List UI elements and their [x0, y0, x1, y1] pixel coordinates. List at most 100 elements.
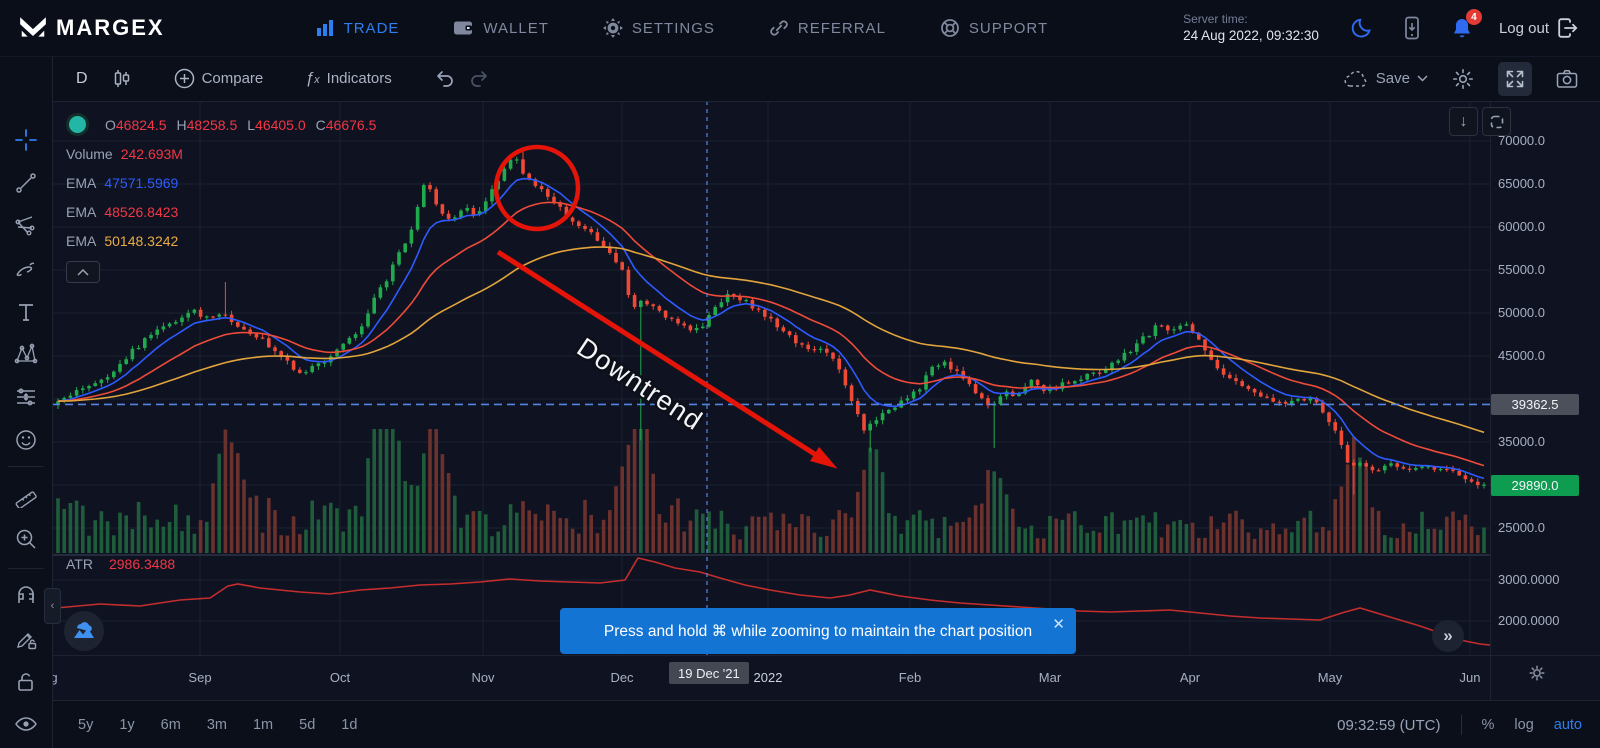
chart-settings-button[interactable]: [1446, 62, 1480, 96]
server-time-label: Server time:: [1183, 11, 1248, 26]
crosshair-icon: [15, 129, 37, 151]
symbol-row[interactable]: O46824.5 H48258.5 L46405.0 C46676.5: [66, 110, 386, 139]
zoom-hint-banner: Press and hold ⌘ while zooming to mainta…: [560, 608, 1076, 654]
toolbar-right: Save: [1343, 61, 1584, 96]
trend-line-icon: [16, 173, 36, 193]
indicators-label: Indicators: [326, 70, 392, 87]
collapse-toolbar-handle[interactable]: ‹: [44, 588, 61, 624]
nav-item-settings[interactable]: SETTINGS: [602, 18, 715, 38]
banner-close-button[interactable]: ✕: [1052, 616, 1065, 633]
level-lines[interactable]: [52, 101, 1490, 655]
notifications-button[interactable]: 4: [1449, 9, 1482, 41]
theme-toggle-button[interactable]: [1349, 15, 1375, 41]
ema-slow-label: EMA: [66, 232, 97, 249]
brush-tool[interactable]: [10, 253, 42, 285]
lock-all-tool[interactable]: [10, 666, 42, 698]
brush-icon: [16, 262, 35, 277]
range-1m-button[interactable]: 1m: [252, 717, 274, 733]
ema-mid-legend-row[interactable]: EMA 48526.8423: [66, 197, 386, 226]
nav-item-trade[interactable]: TRADE: [315, 19, 400, 37]
legend-collapse-button[interactable]: [66, 261, 100, 283]
volume-bars[interactable]: [56, 429, 1486, 553]
volume-legend-row[interactable]: Volume 242.693M: [66, 139, 386, 168]
pitchfork-tool[interactable]: [10, 210, 42, 242]
mobile-app-button[interactable]: [1399, 15, 1425, 41]
save-button[interactable]: Save: [1343, 70, 1428, 88]
notification-count-badge: 4: [1465, 9, 1482, 25]
ema-slow-value: 50148.3242: [104, 232, 179, 249]
range-3m-button[interactable]: 3m: [206, 717, 227, 733]
time-tick: 2022: [753, 670, 783, 685]
screenshot-button[interactable]: [1550, 62, 1584, 96]
ema-fast-legend-row[interactable]: EMA 47571.5969: [66, 168, 386, 197]
percent-scale-button[interactable]: %: [1481, 717, 1495, 733]
pattern-tool[interactable]: [10, 338, 42, 370]
server-time: Server time: 24 Aug 2022, 09:32:30: [1183, 11, 1319, 45]
fullscreen-button[interactable]: [1498, 61, 1532, 96]
price-tick: 50000.0: [1498, 305, 1545, 320]
range-5y-button[interactable]: 5y: [78, 717, 94, 733]
logout-button[interactable]: Log out: [1499, 18, 1578, 38]
nav-menu: TRADE WALLET SETTINGS: [315, 18, 1049, 38]
range-6m-button[interactable]: 6m: [160, 717, 181, 733]
undo-button[interactable]: [434, 69, 456, 89]
forecast-tool[interactable]: [10, 381, 42, 413]
close-value: 46676.5: [325, 116, 377, 133]
log-scale-button[interactable]: log: [1514, 717, 1534, 733]
text-tool[interactable]: [10, 296, 42, 328]
price-tick: 25000.0: [1498, 520, 1545, 535]
margex-logo[interactable]: MARGEX: [18, 13, 165, 43]
time-axis-settings-gear-icon[interactable]: [1528, 664, 1546, 682]
clock[interactable]: 09:32:59 (UTC): [1337, 716, 1441, 734]
ema-slow-legend-row[interactable]: EMA 50148.3242: [66, 226, 386, 255]
trend-line-tool[interactable]: [10, 167, 42, 199]
interval-button[interactable]: D: [76, 70, 88, 88]
nav-label-support: SUPPORT: [968, 19, 1049, 37]
arrow-down-icon: ↓: [1459, 112, 1468, 130]
drawing-sync-tool[interactable]: [10, 624, 42, 656]
crosshair-tool[interactable]: [10, 124, 42, 156]
ruler-icon: [15, 491, 37, 508]
candles[interactable]: [56, 149, 1486, 495]
atr-tick: 3000.0000: [1498, 572, 1560, 587]
nav-item-wallet[interactable]: WALLET: [453, 19, 548, 37]
eye-icon: [15, 717, 37, 731]
brand-name: MARGEX: [56, 15, 165, 40]
ema-mid-value: 48526.8423: [104, 203, 179, 220]
scroll-right-button[interactable]: »: [1432, 620, 1464, 652]
emoji-tool[interactable]: [10, 424, 42, 456]
atr-label: ATR: [66, 556, 93, 572]
range-1y-button[interactable]: 1y: [119, 717, 135, 733]
zoom-in-tool[interactable]: [10, 523, 42, 555]
compare-button[interactable]: Compare: [174, 68, 263, 89]
zoom-in-icon: [16, 529, 36, 549]
time-tick: Nov: [471, 670, 495, 685]
auto-scale-button[interactable]: auto: [1553, 717, 1582, 733]
time-tick: May: [1317, 670, 1343, 685]
nav-item-referral[interactable]: REFERRAL: [769, 18, 886, 38]
alert-price-badge[interactable]: 39362.5: [1491, 393, 1579, 415]
magnet-tool[interactable]: [10, 582, 42, 614]
candles-icon: [114, 69, 129, 87]
nav-item-support[interactable]: SUPPORT: [940, 18, 1048, 38]
range-1d-button[interactable]: 1d: [341, 717, 358, 733]
atr-tick: 2000.0000: [1498, 613, 1560, 628]
price-tick: 60000.0: [1498, 219, 1545, 234]
camera-icon: [1556, 69, 1578, 88]
open-label: O: [105, 116, 116, 133]
scroll-to-recent-button[interactable]: ↓: [1449, 107, 1478, 136]
symbol-status-dot: [66, 113, 89, 136]
redo-button[interactable]: [468, 69, 490, 89]
hide-all-tool[interactable]: [10, 708, 42, 740]
chevron-left-icon: ‹: [50, 600, 55, 612]
reset-scale-button[interactable]: [1482, 107, 1511, 136]
xabcd-pattern-icon: [14, 343, 38, 364]
atr-legend-row[interactable]: ATR 2986.3488: [66, 556, 175, 572]
chart-style-button[interactable]: [112, 68, 132, 90]
pane-maximize-button[interactable]: [64, 611, 104, 651]
measure-tool[interactable]: [10, 480, 42, 512]
range-5d-button[interactable]: 5d: [299, 717, 316, 733]
nav-label-referral: REFERRAL: [797, 19, 886, 37]
indicators-button[interactable]: ƒx Indicators: [305, 70, 391, 88]
